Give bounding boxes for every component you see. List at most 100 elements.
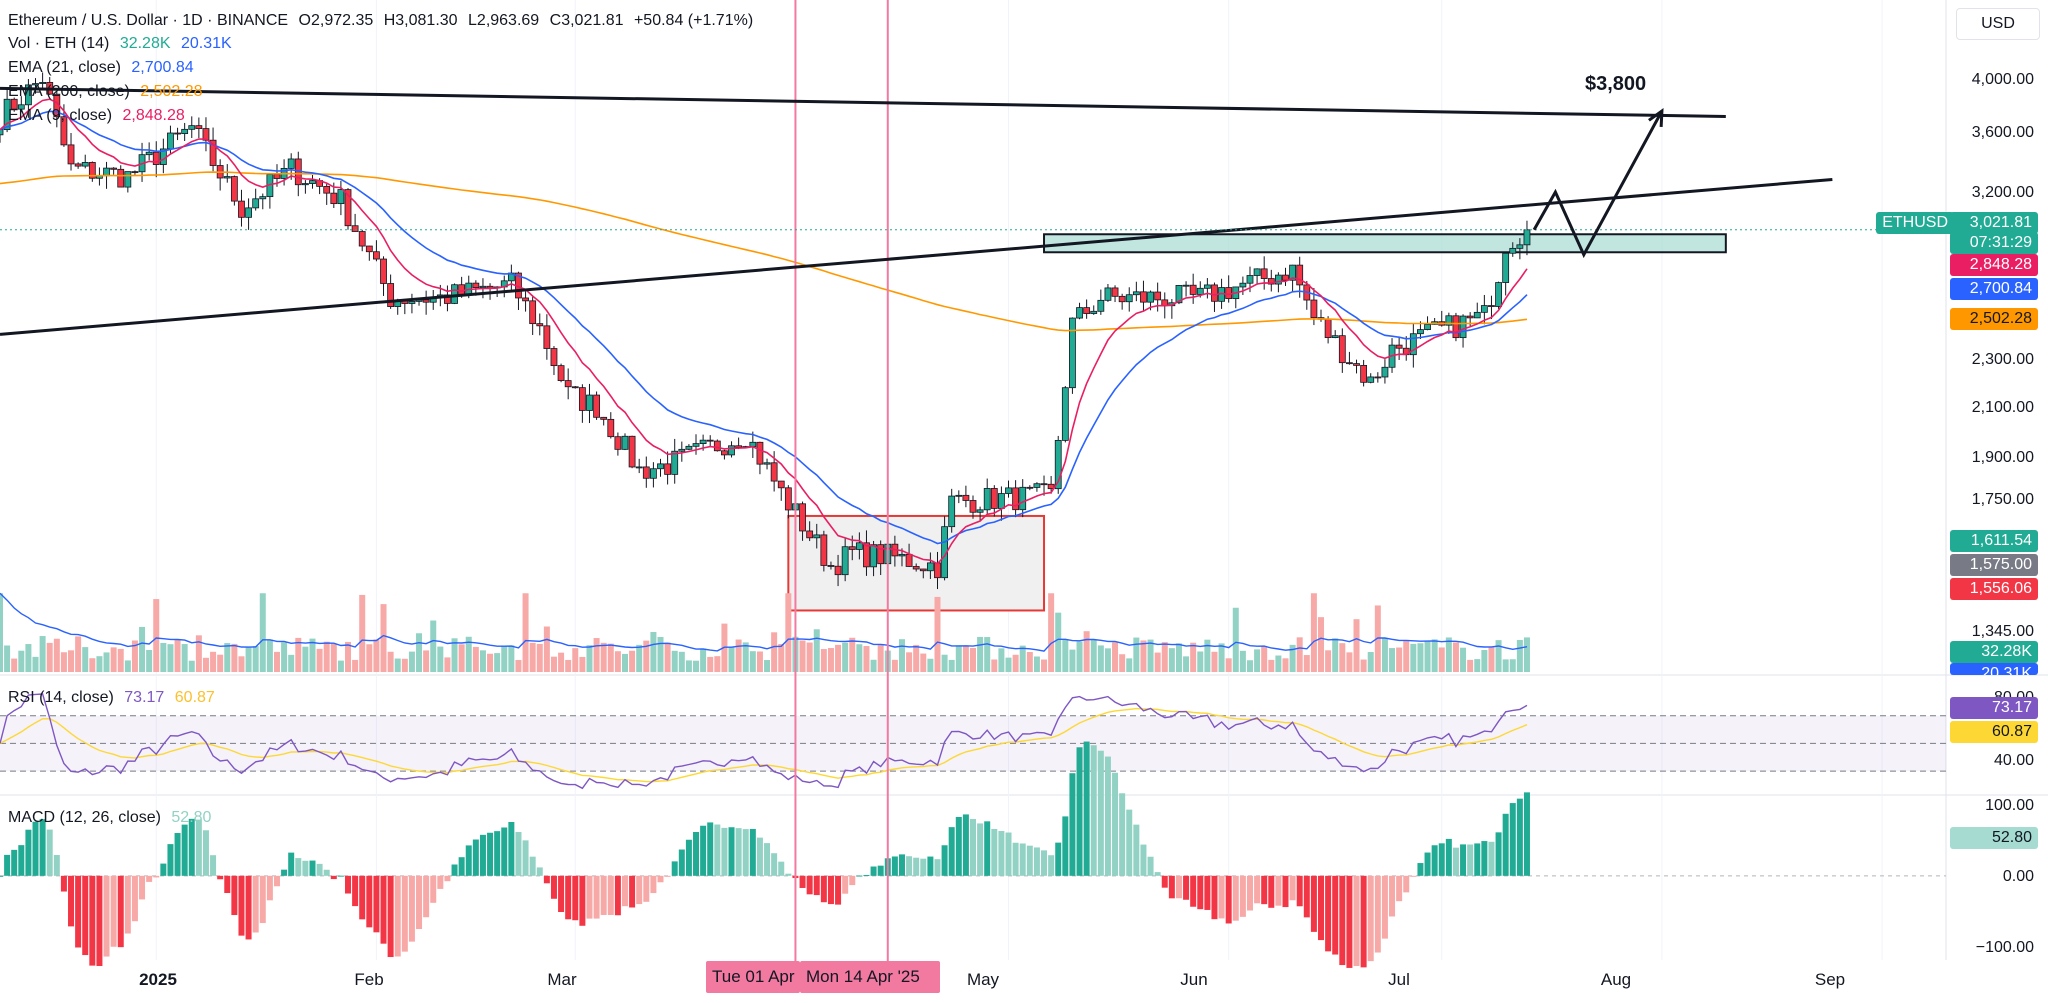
macd-histogram-bar bbox=[1204, 875, 1211, 910]
macd-histogram-bar bbox=[146, 875, 153, 882]
macd-histogram-bar bbox=[1438, 843, 1445, 876]
macd-pane bbox=[0, 741, 1946, 968]
macd-histogram-bar bbox=[984, 821, 991, 876]
candle-body bbox=[0, 129, 4, 136]
candle-body bbox=[88, 162, 96, 179]
volume-bar bbox=[1495, 640, 1502, 672]
candle-body bbox=[25, 84, 32, 106]
volume-bar bbox=[1204, 639, 1211, 672]
candle-body bbox=[337, 189, 345, 205]
macd-histogram-bar bbox=[202, 830, 209, 876]
macd-histogram-bar bbox=[494, 831, 501, 876]
rsi-value-1: 73.17 bbox=[124, 689, 165, 706]
macd-histogram-bar bbox=[1019, 843, 1026, 876]
macd-histogram-bar bbox=[11, 849, 18, 876]
volume-bar bbox=[345, 641, 352, 672]
macd-histogram-bar bbox=[1097, 750, 1104, 876]
volume-bar bbox=[394, 658, 401, 672]
volume-bar bbox=[1090, 639, 1097, 672]
candle-body bbox=[223, 176, 231, 179]
candle-body bbox=[1076, 307, 1083, 319]
candle-body bbox=[642, 466, 650, 479]
macd-histogram-bar bbox=[408, 875, 415, 942]
rsi-badge-1: 73.17 bbox=[1950, 697, 2038, 719]
candle-body bbox=[195, 125, 203, 129]
candle-body bbox=[351, 225, 359, 232]
candle-body bbox=[1260, 268, 1268, 279]
volume-bar bbox=[927, 658, 934, 672]
candle-body bbox=[81, 162, 89, 167]
candle-body bbox=[444, 294, 451, 304]
candle-body bbox=[74, 163, 82, 167]
macd-histogram-bar bbox=[167, 844, 174, 876]
candle-body bbox=[145, 151, 153, 156]
macd-histogram-bar bbox=[543, 875, 550, 884]
candle-body bbox=[657, 463, 664, 470]
candle-body bbox=[1118, 295, 1126, 303]
candle-body bbox=[955, 494, 963, 497]
volume-bar bbox=[565, 659, 572, 672]
macd-histogram-bar bbox=[1452, 847, 1459, 876]
candle-body bbox=[1509, 247, 1517, 254]
volume-bar bbox=[735, 639, 742, 672]
macd-histogram-bar bbox=[1033, 847, 1040, 876]
macd-histogram-bar bbox=[1282, 875, 1289, 908]
macd-histogram-bar bbox=[1339, 875, 1346, 966]
volume-bar bbox=[891, 659, 898, 672]
macd-histogram-bar bbox=[273, 875, 280, 887]
candle-body bbox=[998, 493, 1005, 509]
volume-bar bbox=[1062, 639, 1069, 672]
candle-body bbox=[323, 185, 331, 194]
volume-bar bbox=[636, 644, 643, 672]
volume-bar bbox=[1488, 646, 1495, 672]
candle-body bbox=[387, 283, 395, 308]
volume-bar bbox=[25, 644, 32, 672]
candle-body bbox=[1203, 284, 1211, 289]
macd-histogram-bar bbox=[678, 849, 685, 876]
macd-histogram-bar bbox=[1332, 875, 1339, 955]
volume-bar bbox=[245, 647, 252, 672]
currency-button[interactable]: USD bbox=[1956, 8, 2040, 40]
candle-body bbox=[820, 534, 828, 566]
volume-bar bbox=[1026, 652, 1033, 672]
volume-bar bbox=[487, 653, 494, 672]
volume-bar bbox=[707, 656, 714, 672]
candle-body bbox=[1047, 483, 1055, 490]
ema9-label: EMA (9, close) bbox=[8, 107, 113, 124]
macd-histogram-bar bbox=[487, 832, 494, 876]
candle-body bbox=[650, 468, 657, 479]
candle-body bbox=[451, 284, 458, 304]
candle-body bbox=[841, 546, 849, 576]
volume-bar bbox=[1005, 657, 1012, 672]
candle-body bbox=[578, 387, 586, 411]
macd-histogram-bar bbox=[515, 832, 522, 876]
candle-body bbox=[117, 168, 125, 188]
candle-body bbox=[1090, 310, 1098, 314]
macd-histogram-bar bbox=[174, 833, 181, 876]
macd-histogram-bar bbox=[423, 875, 430, 918]
candle-body bbox=[1367, 376, 1375, 383]
candle-body bbox=[365, 245, 373, 253]
candle-body bbox=[1211, 284, 1218, 302]
volume-bar bbox=[1119, 654, 1126, 672]
change-value: +50.84 (+1.71%) bbox=[633, 12, 754, 29]
support-zone bbox=[1043, 233, 1727, 254]
candle-body bbox=[1246, 275, 1254, 284]
macd-histogram-bar bbox=[224, 875, 231, 894]
candle-body bbox=[1346, 362, 1353, 365]
candle-body bbox=[721, 450, 728, 456]
macd-histogram-bar bbox=[1367, 875, 1374, 962]
candle-body bbox=[1466, 315, 1474, 319]
macd-histogram-bar bbox=[827, 875, 834, 905]
macd-histogram-bar bbox=[394, 875, 401, 957]
macd-histogram-bar bbox=[153, 875, 160, 878]
macd-histogram-bar bbox=[1509, 803, 1516, 876]
macd-histogram-bar bbox=[0, 875, 3, 877]
macd-histogram-bar bbox=[636, 875, 643, 905]
macd-histogram-bar bbox=[1239, 875, 1246, 917]
macd-histogram-bar bbox=[877, 865, 884, 876]
candle-body bbox=[1473, 311, 1481, 319]
macd-histogram-bar bbox=[401, 875, 408, 952]
level-badge-2: 1,575.00 bbox=[1950, 554, 2038, 576]
